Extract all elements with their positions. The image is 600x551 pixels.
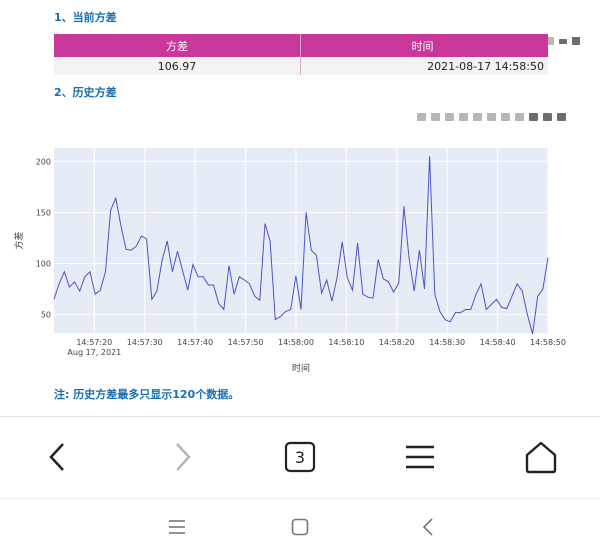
home-button[interactable] [519, 435, 563, 479]
x-tick-label: 14:57:50 [228, 338, 264, 347]
chart-toolbar [417, 113, 566, 121]
pan-icon[interactable] [445, 113, 454, 121]
browser-nav-bar: 3 [0, 416, 600, 498]
home-square-icon [291, 518, 309, 536]
header-variance: 方差 [54, 34, 301, 57]
table-toolbar [545, 37, 580, 45]
back-button[interactable] [36, 435, 80, 479]
x-date-label: Aug 17, 2021 [67, 348, 121, 357]
y-tick-label: 100 [36, 259, 51, 268]
tab-count: 3 [295, 448, 305, 467]
camera-icon[interactable] [545, 37, 554, 45]
spike-lines-icon[interactable] [515, 113, 524, 121]
zoom-out-icon[interactable] [473, 113, 482, 121]
note-text: 注: 历史方差最多只显示120个数据。 [54, 388, 240, 401]
recents-icon [169, 520, 185, 534]
system-back-button[interactable] [416, 515, 440, 539]
menu-icon [406, 445, 434, 469]
recents-button[interactable] [165, 515, 189, 539]
section-title-history-variance: 2、历史方差 [54, 86, 117, 99]
menu-button[interactable] [398, 435, 442, 479]
back-icon [49, 443, 64, 471]
x-tick-label: 14:57:40 [177, 338, 213, 347]
zoom-in-icon[interactable] [459, 113, 468, 121]
y-axis-title: 方差 [13, 231, 25, 249]
y-tick-label: 50 [41, 311, 51, 320]
home-icon [525, 441, 557, 474]
tabs-icon: 3 [284, 441, 316, 473]
x-tick-label: 14:58:40 [480, 338, 516, 347]
x-tick-label: 14:58:20 [379, 338, 415, 347]
y-tick-label: 200 [36, 157, 51, 166]
system-nav-bar [0, 498, 600, 551]
forward-button[interactable] [160, 435, 204, 479]
x-axis-title: 时间 [292, 362, 310, 374]
hover-compare-icon[interactable] [559, 38, 567, 44]
hover-compare-icon[interactable] [543, 113, 552, 121]
x-tick-label: 14:58:10 [328, 338, 364, 347]
cell-variance: 106.97 [54, 57, 301, 75]
section-title-current-variance: 1、当前方差 [54, 11, 117, 24]
y-tick-label: 150 [36, 208, 51, 217]
system-back-icon [422, 518, 433, 536]
x-tick-label: 14:57:20 [76, 338, 112, 347]
x-tick-label: 14:58:50 [530, 338, 566, 347]
x-tick-label: 14:58:00 [278, 338, 314, 347]
reset-axes-icon[interactable] [501, 113, 510, 121]
autoscale-icon[interactable] [487, 113, 496, 121]
x-tick-label: 14:57:30 [127, 338, 163, 347]
plotly-logo-icon[interactable] [572, 37, 580, 45]
x-tick-label: 14:58:30 [429, 338, 465, 347]
variance-line [53, 156, 549, 335]
current-variance-table: 方差 时间 106.97 2021-08-17 14:58:50 [54, 34, 548, 75]
zoom-icon[interactable] [431, 113, 440, 121]
tabs-button[interactable]: 3 [278, 435, 322, 479]
hover-closest-icon[interactable] [529, 113, 538, 121]
header-time: 时间 [411, 39, 434, 53]
forward-icon [176, 443, 191, 471]
system-home-button[interactable] [288, 515, 312, 539]
cell-time: 2021-08-17 14:58:50 [427, 59, 544, 73]
table-header: 方差 时间 [54, 34, 548, 57]
plotly-logo-icon[interactable] [557, 113, 566, 121]
camera-icon[interactable] [417, 113, 426, 121]
table-row: 106.97 2021-08-17 14:58:50 [54, 57, 548, 75]
